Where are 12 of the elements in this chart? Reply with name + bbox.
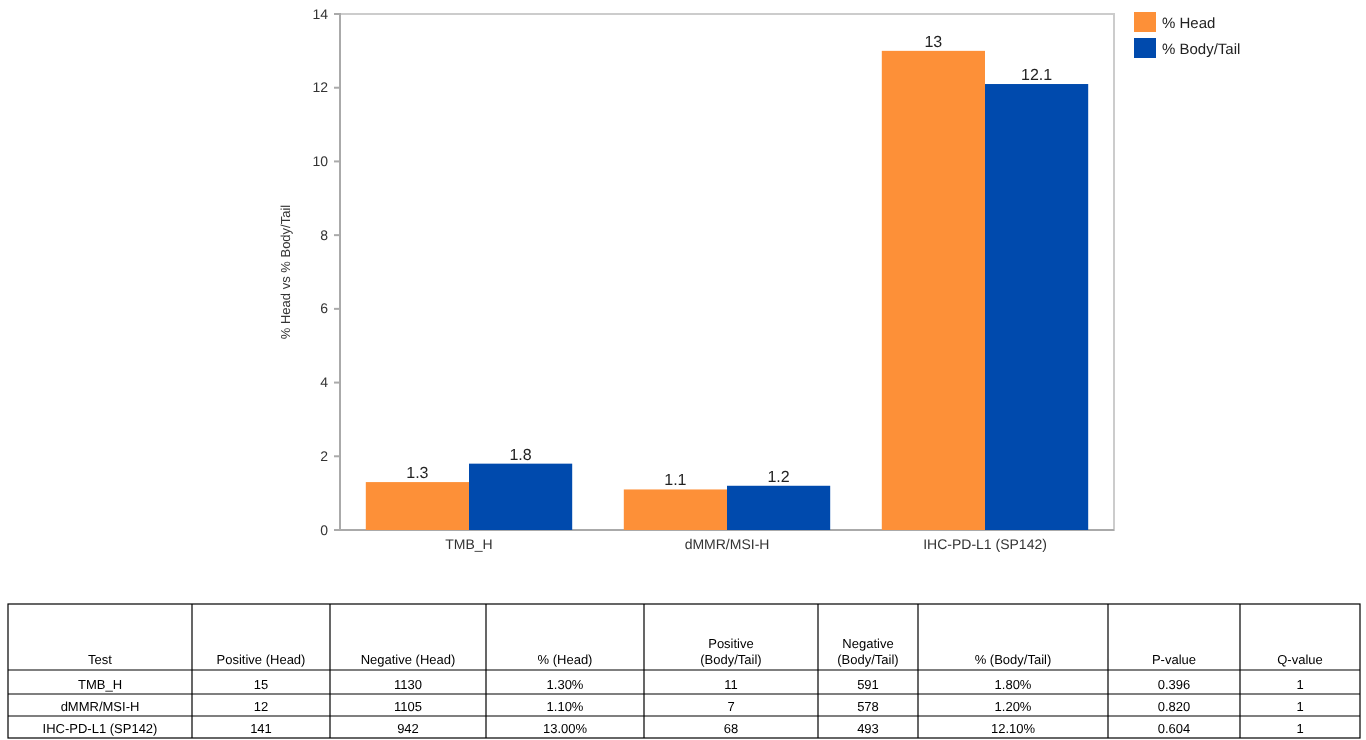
data-label: 12.1 bbox=[1021, 66, 1054, 85]
data-label: 1.1 bbox=[664, 471, 688, 490]
data-label: 1.8 bbox=[509, 445, 533, 464]
bar bbox=[469, 463, 573, 530]
data-label: 13 bbox=[924, 32, 944, 51]
bar bbox=[365, 482, 469, 530]
data-label: 1.2 bbox=[767, 467, 791, 486]
data-label: 1.3 bbox=[406, 464, 430, 483]
bar bbox=[985, 84, 1089, 530]
bar bbox=[727, 485, 831, 530]
bar bbox=[623, 489, 727, 530]
bar bbox=[881, 50, 985, 530]
